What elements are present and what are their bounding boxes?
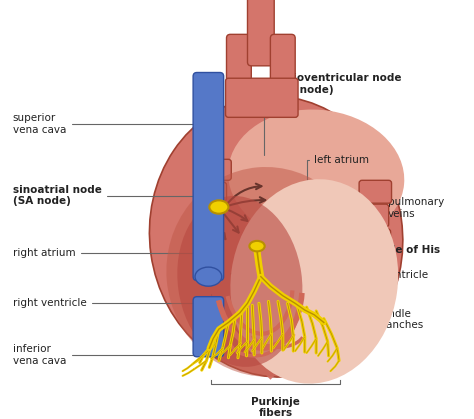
Ellipse shape [177,196,302,367]
Ellipse shape [230,179,398,384]
FancyBboxPatch shape [226,78,298,117]
Text: sinoatrial node
(SA node): sinoatrial node (SA node) [13,185,211,207]
Text: right atrium: right atrium [13,248,219,258]
FancyBboxPatch shape [361,229,391,249]
FancyBboxPatch shape [247,0,274,66]
Ellipse shape [149,96,403,377]
Text: left atrium: left atrium [307,155,369,188]
Text: Purkinje
fibers: Purkinje fibers [251,397,300,419]
Polygon shape [202,305,349,380]
Text: bundle
branches: bundle branches [317,309,424,330]
FancyBboxPatch shape [193,297,224,357]
Text: pulmonary
veins: pulmonary veins [362,197,444,219]
Text: left ventricle: left ventricle [326,270,428,280]
Ellipse shape [228,109,404,243]
FancyBboxPatch shape [359,180,392,203]
Ellipse shape [210,200,228,214]
FancyBboxPatch shape [227,34,251,94]
FancyBboxPatch shape [193,72,224,280]
FancyBboxPatch shape [199,159,231,180]
Text: superior
vena cava: superior vena cava [13,113,202,135]
Text: atrioventricular node
(AV node): atrioventricular node (AV node) [264,73,401,155]
FancyBboxPatch shape [197,182,227,201]
Ellipse shape [166,167,367,377]
Text: bundle of His: bundle of His [266,245,440,257]
FancyBboxPatch shape [356,204,389,227]
Ellipse shape [249,241,264,251]
Text: inferior
vena cava: inferior vena cava [13,344,204,366]
Text: right ventricle: right ventricle [13,294,211,308]
FancyBboxPatch shape [270,34,295,94]
Ellipse shape [195,267,222,286]
